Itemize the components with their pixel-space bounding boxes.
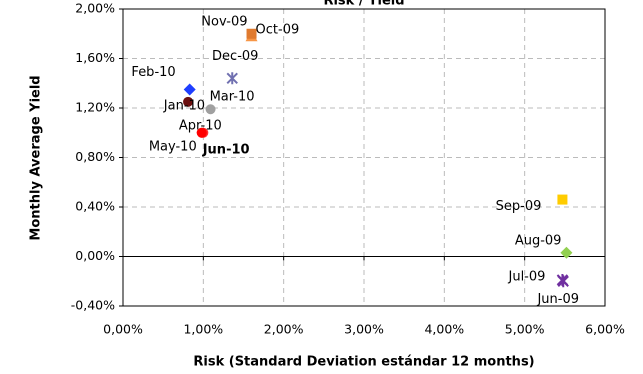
y-tick-label: 1,20% <box>75 100 115 115</box>
x-tick-label: 1,00% <box>183 322 223 337</box>
y-tick-label: 0,80% <box>75 149 115 164</box>
data-label: Jun-10 <box>202 142 250 157</box>
point <box>196 127 207 138</box>
point <box>183 96 194 107</box>
point <box>556 274 569 287</box>
data-label: Jul-09 <box>508 270 546 285</box>
x-tick-label: 2,00% <box>264 322 304 337</box>
y-tick-label: 2,00% <box>75 1 115 16</box>
data-label: Sep-09 <box>496 199 542 214</box>
data-label: Nov-09 <box>201 14 247 29</box>
x-tick-label: 4,00% <box>424 322 464 337</box>
x-tick-label: 0,00% <box>103 322 143 337</box>
point <box>226 72 238 85</box>
x-axis-title: Risk (Standard Deviation estándar 12 mon… <box>193 355 534 370</box>
point <box>557 194 568 205</box>
y-tick-label: -0,40% <box>71 298 115 313</box>
x-tick-label: 3,00% <box>344 322 384 337</box>
point <box>246 28 257 39</box>
point <box>183 83 196 96</box>
data-label: Mar-10 <box>210 90 255 105</box>
y-axis-title: Monthly Average Yield <box>29 75 44 240</box>
data-label: Apr-10 <box>179 118 222 133</box>
data-label: Feb-10 <box>131 65 175 80</box>
y-tick-label: 0,00% <box>75 248 115 263</box>
data-label: Aug-09 <box>515 233 562 248</box>
x-tick-label: 6,00% <box>585 322 625 337</box>
plot-border <box>122 8 606 307</box>
y-tick-label: 1,60% <box>75 50 115 65</box>
y-tick-label: 0,40% <box>75 199 115 214</box>
x-tick-label: 5,00% <box>505 322 545 337</box>
data-label: Jun-09 <box>536 292 579 307</box>
data-label: Jan-10 <box>163 98 205 113</box>
chart-title: Risk / Yield <box>323 0 404 9</box>
point <box>560 246 573 259</box>
point <box>205 104 216 115</box>
data-label: May-10 <box>149 139 197 154</box>
data-label: Oct-09 <box>256 23 300 38</box>
data-label: Dec-09 <box>212 49 258 64</box>
